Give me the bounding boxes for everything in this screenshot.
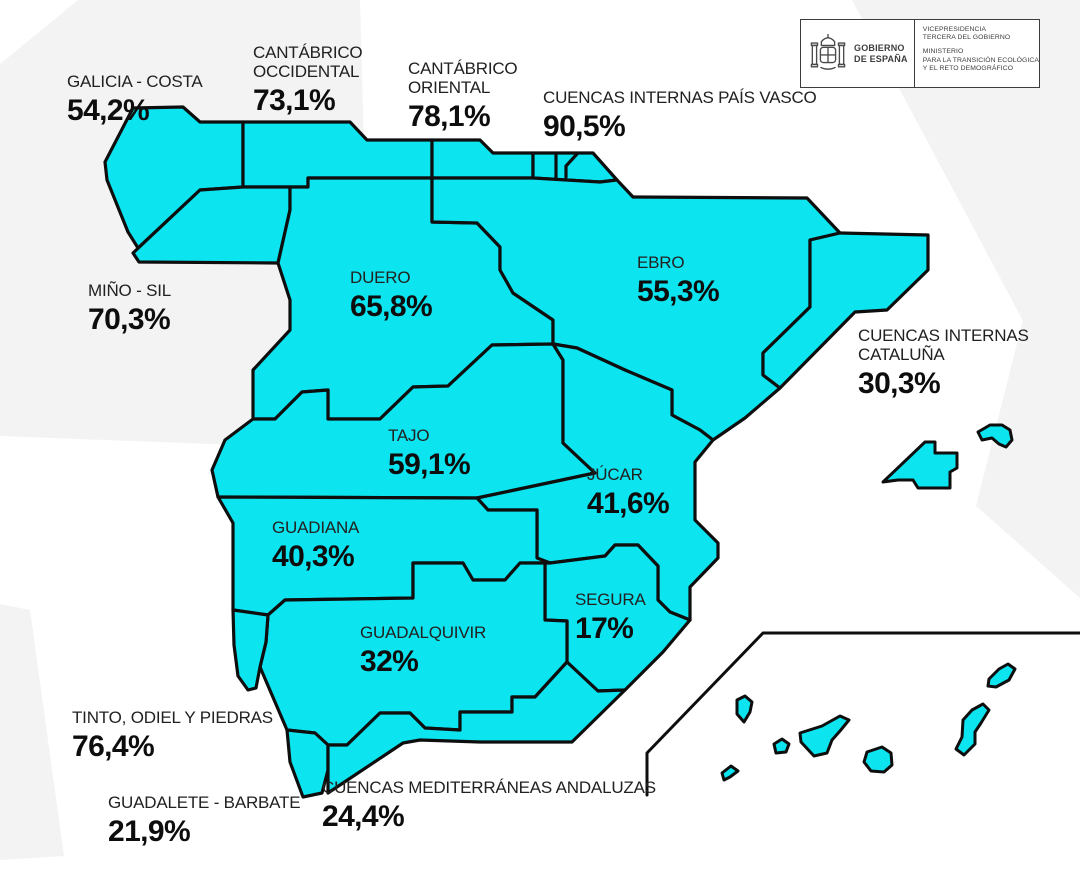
basin-value: 17% bbox=[575, 612, 634, 645]
basin-label-cuencas-internas-pais-vasco: CUENCAS INTERNAS PAÍS VASCO 90,5% bbox=[543, 88, 817, 142]
basin-name: ORIENTAL bbox=[408, 78, 491, 97]
basin-name: CUENCAS MEDITERRÁNEAS ANDALUZAS bbox=[322, 778, 656, 797]
region-cuencas-mediterraneas-andaluzas bbox=[326, 660, 627, 795]
peninsula-basins bbox=[103, 105, 930, 799]
government-logo-title: GOBIERNO DE ESPAÑA bbox=[854, 43, 908, 64]
basin-label-cuencas-internas-cataluna: CUENCAS INTERNAS CATALUÑA 30,3% bbox=[858, 326, 1029, 399]
basin-value: 76,4% bbox=[72, 730, 155, 763]
basin-value: 59,1% bbox=[388, 448, 471, 481]
basin-label-mino-sil: MIÑO - SIL 70,3% bbox=[88, 281, 171, 335]
basin-value: 54,2% bbox=[67, 94, 150, 127]
ministry-line: MINISTERIO bbox=[922, 48, 964, 56]
background-shape bbox=[976, 272, 1080, 598]
basin-name: CANTÁBRICO bbox=[253, 43, 363, 62]
government-logo: GOBIERNO DE ESPAÑA VICEPRESIDENCIA TERCE… bbox=[800, 19, 1040, 88]
basin-name: TINTO, ODIEL Y PIEDRAS bbox=[72, 708, 273, 727]
basin-name: EBRO bbox=[637, 253, 685, 272]
basin-name: CUENCAS INTERNAS PAÍS VASCO bbox=[543, 88, 817, 107]
basin-name: DUERO bbox=[350, 268, 411, 287]
canary-islands bbox=[645, 631, 1080, 797]
basin-label-cantabrico-occidental: CANTÁBRICO OCCIDENTAL 73,1% bbox=[253, 43, 363, 117]
island-fuerteventura bbox=[954, 702, 991, 757]
region-cuencas-internas-cataluna bbox=[761, 231, 930, 390]
basin-label-tinto-odiel-piedras: TINTO, ODIEL Y PIEDRAS 76,4% bbox=[72, 708, 273, 762]
island-lanzarote bbox=[986, 662, 1017, 689]
basin-value: 78,1% bbox=[408, 100, 491, 133]
basin-label-segura: SEGURA 17% bbox=[575, 590, 646, 644]
basin-value: 40,3% bbox=[272, 540, 355, 573]
government-logo-title-line: DE ESPAÑA bbox=[854, 53, 908, 64]
basin-name: CATALUÑA bbox=[858, 345, 945, 364]
basin-value: 73,1% bbox=[253, 84, 336, 117]
ministry-text: MINISTERIO PARA LA TRANSICIÓN ECOLÓGICA … bbox=[923, 48, 1039, 73]
ministry-line: Y EL RETO DEMOGRÁFICO bbox=[922, 64, 1014, 72]
spain-coat-of-arms-icon bbox=[810, 33, 846, 70]
basin-name: SEGURA bbox=[575, 590, 646, 609]
vicepresidency-text: VICEPRESIDENCIA TERCERA DEL GOBIERNO bbox=[923, 26, 1039, 42]
basin-value: 70,3% bbox=[88, 303, 171, 336]
basin-label-cuencas-mediterraneas-andaluzas: CUENCAS MEDITERRÁNEAS ANDALUZAS 24,4% bbox=[322, 778, 656, 832]
basin-label-guadalquivir: GUADALQUIVIR 32% bbox=[360, 623, 486, 677]
basin-value: 24,4% bbox=[322, 800, 405, 833]
island-tenerife bbox=[798, 714, 851, 758]
basin-name: GUADALQUIVIR bbox=[360, 623, 487, 642]
canary-inset-box-line bbox=[645, 631, 1080, 797]
basin-label-cantabrico-oriental: CANTÁBRICO ORIENTAL 78,1% bbox=[408, 59, 518, 133]
island-gran-canaria bbox=[862, 745, 894, 774]
basin-name: JÚCAR bbox=[587, 465, 643, 484]
basin-label-guadalete-barbate: GUADALETE - BARBATE 21,9% bbox=[108, 793, 301, 848]
basin-label-tajo: TAJO 59,1% bbox=[388, 426, 471, 481]
island-menorca bbox=[976, 423, 1014, 449]
basin-name: TAJO bbox=[388, 426, 430, 445]
basin-value: 30,3% bbox=[858, 367, 941, 400]
region-tajo bbox=[210, 342, 597, 500]
basin-name: MIÑO - SIL bbox=[88, 281, 172, 300]
basin-name: GUADALETE - BARBATE bbox=[108, 793, 301, 812]
vicepresidency-line: VICEPRESIDENCIA bbox=[922, 26, 987, 33]
basin-value: 21,9% bbox=[108, 815, 191, 848]
background-shape bbox=[0, 604, 64, 860]
basin-value: 65,8% bbox=[350, 290, 433, 323]
island-la-palma bbox=[735, 694, 754, 724]
island-el-hierro bbox=[720, 764, 740, 782]
ministry-line: PARA LA TRANSICIÓN ECOLÓGICA bbox=[922, 56, 1039, 64]
basin-name: GALICIA - COSTA bbox=[67, 72, 203, 91]
island-mallorca bbox=[881, 440, 959, 490]
basin-label-ebro: EBRO 55,3% bbox=[637, 253, 720, 308]
island-la-gomera bbox=[772, 737, 791, 755]
basin-name: GUADIANA bbox=[272, 518, 360, 537]
balearic-islands bbox=[881, 423, 1014, 490]
government-logo-left: GOBIERNO DE ESPAÑA bbox=[801, 20, 915, 87]
basin-name: CANTÁBRICO bbox=[408, 59, 518, 78]
basin-value: 32% bbox=[360, 645, 419, 678]
vicepresidency-line: TERCERA DEL GOBIERNO bbox=[922, 34, 1011, 42]
basin-label-galicia-costa: GALICIA - COSTA 54,2% bbox=[67, 72, 203, 126]
basin-value: 41,6% bbox=[587, 487, 670, 520]
region-cantabrico-oriental bbox=[430, 138, 535, 180]
government-logo-title-line: GOBIERNO bbox=[854, 43, 905, 53]
basin-value: 55,3% bbox=[637, 275, 720, 308]
basin-label-jucar: JÚCAR 41,6% bbox=[587, 465, 670, 520]
region-guadalete-barbate bbox=[285, 728, 330, 799]
basin-value: 90,5% bbox=[543, 110, 626, 143]
basin-label-guadiana: GUADIANA 40,3% bbox=[272, 518, 359, 572]
basin-label-duero: DUERO 65,8% bbox=[350, 268, 433, 323]
region-tinto-odiel-piedras bbox=[231, 608, 270, 692]
basin-name: OCCIDENTAL bbox=[253, 62, 360, 81]
government-logo-right: VICEPRESIDENCIA TERCERA DEL GOBIERNO MIN… bbox=[915, 20, 1039, 87]
basin-name: CUENCAS INTERNAS bbox=[858, 326, 1029, 345]
pais-vasco-inner-border bbox=[554, 152, 579, 179]
